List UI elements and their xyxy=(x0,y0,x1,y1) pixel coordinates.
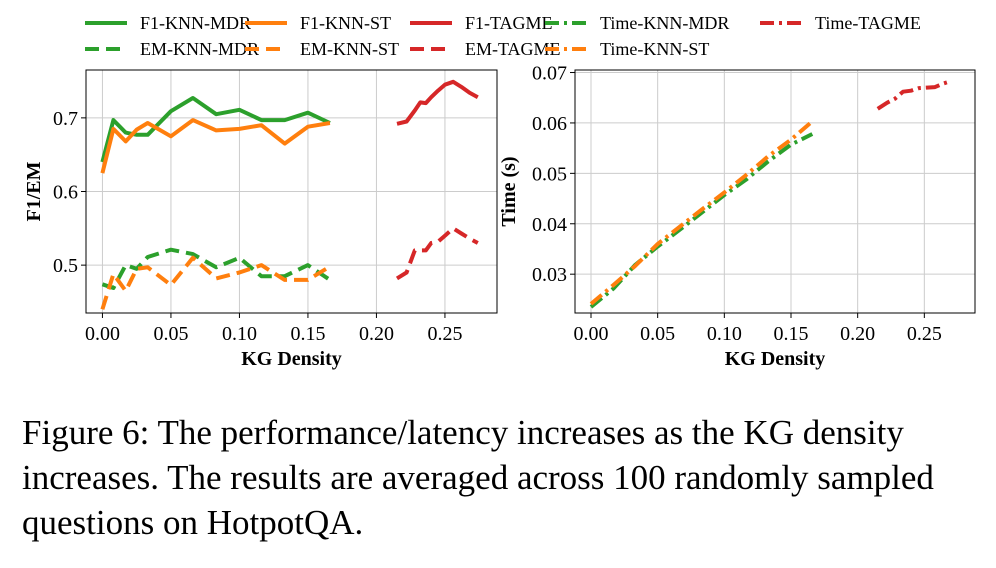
y-tick-label: 0.7 xyxy=(53,108,78,130)
legend: F1-KNN-MDR F1-KNN-ST F1-TAGME Time-KNN-MDR T… xyxy=(85,13,921,59)
time-chart: 0.00 0.05 0.10 0.15 0.20 0.25 0.03 0.04 0.05 0.06… xyxy=(498,63,976,370)
series-line-time-knn-mdr xyxy=(589,132,814,309)
series-line-em-knn-mdr xyxy=(101,247,332,290)
legend-label-em-knn-mdr: EM-KNN-MDR xyxy=(140,39,259,59)
x-tick-label: 0.00 xyxy=(574,323,609,345)
legend-label-time-tagme: Time-TAGME xyxy=(815,13,921,33)
y-tick-label: 0.05 xyxy=(532,163,567,185)
legend-label-f1-tagme: F1-TAGME xyxy=(465,13,553,33)
series-line-em-knn-st xyxy=(100,255,331,310)
x-tick-label: 0.05 xyxy=(640,323,675,345)
y-tick-label: 0.5 xyxy=(53,255,78,277)
x-tick-label: 0.10 xyxy=(707,323,742,345)
legend-label-time-knn-st: Time-KNN-ST xyxy=(600,39,709,59)
series-line-em-tagme xyxy=(395,226,479,281)
f1-em-chart: 0.00 0.05 0.10 0.15 0.20 0.25 0.5 0.6 0.7 KG Den… xyxy=(23,69,498,370)
x-axis-label: KG Density xyxy=(241,348,342,370)
x-tick-label: 0.20 xyxy=(840,323,875,345)
y-tick-label: 0.06 xyxy=(532,113,567,135)
legend-label-em-tagme: EM-TAGME xyxy=(465,39,561,59)
legend-label-em-knn-st: EM-KNN-ST xyxy=(300,39,399,59)
series-line-f1-knn-st xyxy=(100,118,331,174)
figure: F1-KNN-MDR F1-KNN-ST F1-TAGME Time-KNN-MDR T… xyxy=(23,13,976,370)
x-tick-label: 0.15 xyxy=(290,323,325,345)
y-axis-label: F1/EM xyxy=(23,161,45,221)
x-axis-label: KG Density xyxy=(725,348,826,370)
legend-label-f1-knn-st: F1-KNN-ST xyxy=(300,13,391,33)
plot-frame xyxy=(574,69,976,314)
series-line-f1-tagme xyxy=(396,79,479,126)
x-tick-label: 0.15 xyxy=(774,323,809,345)
y-tick-label: 0.07 xyxy=(532,63,567,85)
x-tick-label: 0.05 xyxy=(153,323,188,345)
x-tick-label: 0.10 xyxy=(222,323,257,345)
x-tick-label: 0.00 xyxy=(85,323,120,345)
x-tick-label: 0.25 xyxy=(427,323,462,345)
x-tick-label: 0.20 xyxy=(359,323,394,345)
x-tick-label: 0.25 xyxy=(907,323,942,345)
series-line-f1-knn-mdr xyxy=(100,96,331,163)
y-tick-label: 0.03 xyxy=(532,264,567,286)
series-line-time-knn-st xyxy=(589,119,814,306)
legend-label-f1-knn-mdr: F1-KNN-MDR xyxy=(140,13,251,33)
legend-label-time-knn-mdr: Time-KNN-MDR xyxy=(600,13,729,33)
y-axis-label: Time (s) xyxy=(498,156,520,226)
y-tick-label: 0.04 xyxy=(532,214,567,236)
figure-caption: Figure 6: The performance/latency increa… xyxy=(22,413,934,542)
series-line-time-tagme xyxy=(876,79,952,111)
y-tick-label: 0.6 xyxy=(53,182,78,204)
